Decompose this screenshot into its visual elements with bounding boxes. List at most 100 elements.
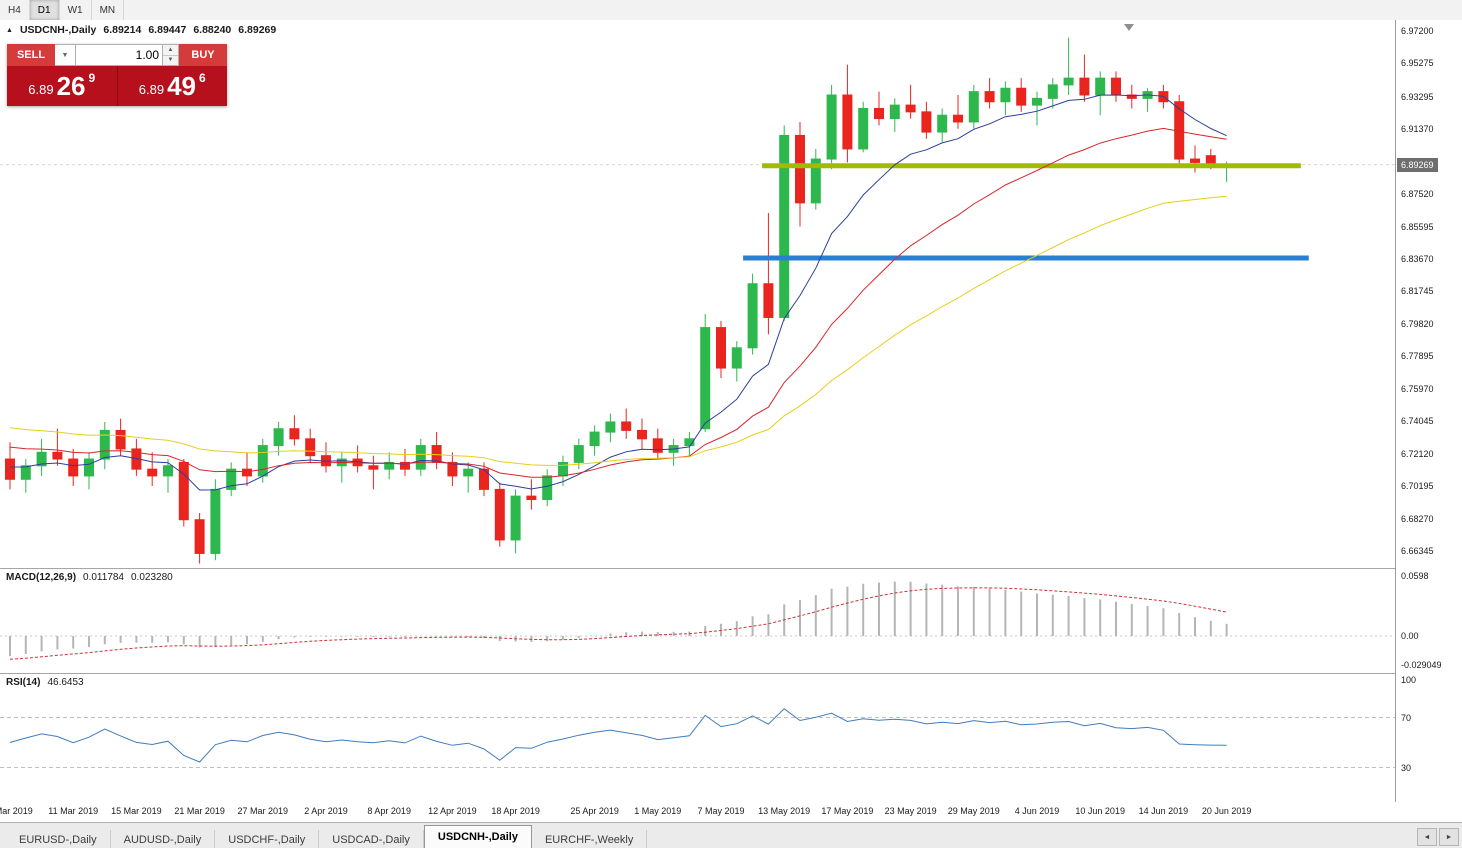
tab-usdchf-daily[interactable]: USDCHF-,Daily: [215, 830, 320, 848]
date-axis-label: 13 May 2019: [758, 806, 811, 816]
date-axis-label: 10 Jun 2019: [1075, 806, 1125, 816]
date-axis-label: 8 Apr 2019: [367, 806, 411, 816]
price-axis-label: 6.95275: [1401, 58, 1434, 69]
price-axis-label: 6.91370: [1401, 124, 1434, 135]
date-axis-label: 4 Jun 2019: [1014, 806, 1060, 816]
rsi-panel: RSI(14) 46.6453: [0, 674, 1395, 803]
macd-axis-label: 0.0598: [1401, 571, 1429, 582]
macd-panel: MACD(12,26,9) 0.011784 0.023280: [0, 569, 1395, 674]
sell-price-sup: 9: [88, 71, 96, 85]
date-axis-label: 7 May 2019: [697, 806, 745, 816]
price-axis-label: 6.87520: [1401, 189, 1434, 200]
price-axis-label: 6.68270: [1401, 513, 1434, 524]
macd-histogram: [9, 581, 1228, 657]
rsi-line: [9, 708, 1227, 763]
tab-eurusd-daily[interactable]: EURUSD-,Daily: [6, 830, 111, 848]
date-axis-label: 29 May 2019: [947, 806, 1000, 816]
rsi-axis-label: 70: [1401, 712, 1412, 723]
macd-signal-value: 0.023280: [131, 572, 173, 583]
tab-audusd-daily[interactable]: AUDUSD-,Daily: [110, 830, 216, 848]
macd-axis-label: 0.00: [1401, 631, 1419, 641]
tabs-prev-icon[interactable]: ◄: [1417, 828, 1437, 846]
timeframe-toolbar: H4 D1 W1 MN: [0, 0, 1462, 21]
rsi-value: 46.6453: [47, 677, 84, 688]
date-axis[interactable]: 5 Mar 2019 11 Mar 2019 15 Mar 2019 21 Mar 2…: [0, 802, 1395, 822]
rsi-axis-label: 30: [1401, 762, 1412, 773]
macd-name: MACD(12,26,9): [6, 572, 77, 583]
symbol-period-label: USDCNH-,Daily: [19, 24, 97, 36]
macd-value: 0.011784: [83, 572, 124, 583]
volume-dropdown-icon[interactable]: ▼: [55, 44, 76, 66]
macd-chart[interactable]: [0, 569, 1395, 673]
ohlc-info: ▲ USDCNH-,Daily 6.89214 6.89447 6.88240 …: [6, 24, 276, 36]
date-axis-label: 15 Mar 2019: [111, 806, 162, 816]
rsi-name: RSI(14): [6, 677, 41, 688]
sell-price-small: 6.89: [28, 81, 54, 97]
main-chart-panel: ▲ USDCNH-,Daily 6.89214 6.89447 6.88240 …: [0, 20, 1395, 569]
price-axis-label: 6.79820: [1401, 318, 1434, 329]
volume-stepper[interactable]: ▲ ▼: [162, 44, 179, 66]
date-axis-label: 21 Mar 2019: [174, 806, 225, 816]
price-axis-label: 6.72120: [1401, 448, 1434, 459]
candlestick-chart[interactable]: [0, 20, 1395, 568]
tabs-next-icon[interactable]: ►: [1439, 828, 1459, 846]
price-axis-label: 6.83670: [1401, 253, 1434, 264]
price-axis-label: 6.85595: [1401, 221, 1434, 232]
timeframe-button-d1[interactable]: D1: [29, 0, 60, 20]
sell-price-box[interactable]: 6.89 26 9: [7, 66, 118, 106]
tab-navigation: ◄ ►: [1417, 828, 1459, 846]
volume-up-icon[interactable]: ▲: [163, 45, 178, 56]
chart-shift-icon[interactable]: [1124, 24, 1134, 31]
chart-info-marker-icon: ▲: [6, 26, 13, 34]
ma-fast-line: [9, 94, 1227, 491]
volume-down-icon[interactable]: ▼: [163, 55, 178, 65]
date-axis-label: 11 Mar 2019: [48, 806, 99, 816]
timeframe-button-h4[interactable]: H4: [0, 0, 30, 20]
tab-usdcad-daily[interactable]: USDCAD-,Daily: [319, 830, 424, 848]
date-axis-label: 25 Apr 2019: [570, 806, 619, 816]
tab-usdcnh-daily[interactable]: USDCNH-,Daily: [423, 825, 532, 848]
chart-tabbar: EURUSD-,Daily AUDUSD-,Daily USDCHF-,Daily U…: [0, 822, 1462, 848]
high-value: 6.89447: [148, 24, 187, 36]
chart-tabs: EURUSD-,Daily AUDUSD-,Daily USDCHF-,Daily U…: [6, 824, 648, 848]
open-value: 6.89214: [103, 24, 142, 36]
date-axis-label: 23 May 2019: [884, 806, 937, 816]
macd-signal-line: [9, 587, 1227, 660]
date-axis-label: 27 Mar 2019: [237, 806, 289, 816]
sell-price-big: 26: [56, 71, 86, 101]
one-click-trade-panel: SELL ▼ ▲ ▼ BUY 6.89 26 9 6.89 49 6: [7, 44, 227, 106]
rsi-label: RSI(14) 46.6453: [6, 677, 84, 688]
buy-price-box[interactable]: 6.89 49 6: [118, 66, 228, 106]
candles: [5, 37, 1232, 564]
price-axis-label: 6.74045: [1401, 416, 1434, 427]
price-axis-label: 6.81745: [1401, 286, 1434, 297]
date-axis-label: 2 Apr 2019: [304, 806, 348, 816]
volume-input[interactable]: [76, 44, 162, 66]
buy-button[interactable]: BUY: [179, 44, 227, 66]
date-axis-label: 14 Jun 2019: [1138, 806, 1189, 816]
ma-mid-line: [9, 127, 1227, 478]
rsi-axis-label: 100: [1401, 675, 1417, 685]
date-axis-label: 20 Jun 2019: [1201, 806, 1252, 816]
price-axis[interactable]: 6.97200 6.95275 6.93295 6.91370 6.87520 6.855…: [1395, 20, 1462, 802]
macd-label: MACD(12,26,9) 0.011784 0.023280: [6, 572, 173, 583]
price-axis-label: 6.70195: [1401, 481, 1434, 492]
buy-price-small: 6.89: [138, 81, 165, 97]
date-axis-label: 18 Apr 2019: [491, 806, 540, 816]
buy-price-sup: 6: [199, 71, 206, 85]
timeframe-button-mn[interactable]: MN: [92, 0, 125, 20]
tab-eurchf-weekly[interactable]: EURCHF-,Weekly: [531, 830, 648, 848]
timeframe-button-w1[interactable]: W1: [60, 0, 92, 20]
sell-button[interactable]: SELL: [7, 44, 55, 66]
rsi-chart[interactable]: [0, 674, 1395, 802]
price-axis-label: 6.97200: [1401, 25, 1434, 36]
close-value: 6.89269: [238, 24, 277, 36]
date-axis-label: 17 May 2019: [821, 806, 874, 816]
date-axis-label: 1 May 2019: [634, 806, 682, 816]
price-axis-label: 6.75970: [1401, 383, 1434, 394]
low-value: 6.88240: [193, 24, 232, 36]
date-axis-label: 5 Mar 2019: [0, 806, 33, 816]
price-axis-label: 6.93295: [1401, 91, 1434, 102]
price-axis-label: 6.66345: [1401, 545, 1434, 556]
